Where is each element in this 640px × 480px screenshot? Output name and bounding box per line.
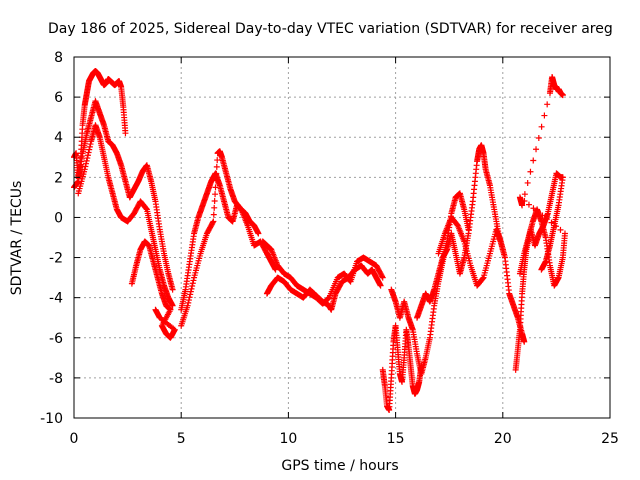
data-point-marker: [538, 266, 545, 273]
series-trace-h: [259, 238, 386, 307]
data-point-marker: [527, 168, 534, 175]
series-trace-d: [128, 238, 178, 341]
plot-frame: [73, 56, 611, 419]
data-point-marker: [255, 230, 262, 237]
data-point-marker: [212, 184, 219, 191]
y-axis-label: SDTVAR / TECUs: [9, 181, 25, 296]
data-point-marker: [83, 160, 90, 167]
data-point-marker: [212, 177, 219, 184]
data-point-marker: [87, 141, 94, 148]
data-point-marker: [82, 163, 89, 170]
data-point-marker: [538, 123, 545, 130]
data-point-marker: [535, 135, 542, 142]
x-tick-label: 20: [494, 431, 512, 447]
data-point-marker: [559, 92, 566, 99]
data-point-marker: [187, 291, 194, 298]
data-point-marker: [188, 285, 195, 292]
data-point-marker: [324, 295, 331, 302]
data-point-marker: [212, 191, 219, 198]
data-point-marker: [539, 212, 546, 219]
data-point-marker: [83, 157, 90, 164]
series-trace-n: [516, 74, 568, 289]
data-point-marker: [169, 286, 176, 293]
data-point-marker: [377, 282, 384, 289]
data-point-marker: [189, 283, 196, 290]
data-point-marker: [214, 157, 221, 164]
data-point-marker: [86, 146, 93, 153]
data-point-marker: [272, 266, 279, 273]
x-tick-label: 5: [177, 431, 186, 447]
y-tick-label: 8: [54, 50, 63, 66]
data-point-marker: [521, 191, 528, 198]
data-point-marker: [525, 201, 532, 208]
data-point-marker: [213, 170, 220, 177]
data-point-marker: [84, 155, 91, 162]
data-point-marker: [557, 226, 564, 233]
x-tick-label: 15: [387, 431, 405, 447]
data-point-marker: [524, 179, 531, 186]
y-tick-label: 4: [54, 130, 63, 146]
y-tick-label: -4: [49, 291, 63, 307]
data-point-marker: [530, 157, 537, 164]
x-axis-label: GPS time / hours: [281, 458, 398, 474]
data-point-marker: [81, 166, 88, 173]
data-point-marker: [530, 205, 537, 212]
data-point-marker: [184, 302, 191, 309]
data-point-marker: [210, 218, 217, 225]
y-tick-label: 6: [54, 90, 63, 106]
axis-ticks: 0 5 10 15 20 25 -10 -8 -6 -4 -2 0 2 4 6 8: [40, 50, 619, 447]
chart-title: Day 186 of 2025, Sidereal Day-to-day VTE…: [48, 21, 613, 37]
data-point-marker: [533, 146, 540, 153]
data-point-marker: [122, 130, 129, 137]
data-point-marker: [561, 230, 568, 237]
y-tick-label: -6: [49, 331, 63, 347]
data-point-marker: [211, 197, 218, 204]
x-tick-label: 10: [279, 431, 297, 447]
x-tick-label: 0: [70, 431, 79, 447]
data-point-marker: [519, 202, 526, 209]
data-point-marker: [346, 277, 353, 284]
x-tick-label: 25: [601, 431, 619, 447]
data-point-marker: [143, 205, 150, 212]
series-trace-j: [388, 190, 472, 377]
data-point-marker: [544, 101, 551, 108]
data-point-marker: [210, 211, 217, 218]
data-point-marker: [209, 219, 216, 226]
data-point-marker: [185, 297, 192, 304]
data-point-marker: [479, 275, 486, 282]
data-point-marker: [185, 299, 192, 306]
data-point-marker: [84, 152, 91, 159]
data-point-marker: [548, 219, 555, 226]
data-point-marker: [543, 216, 550, 223]
data-point-marker: [552, 223, 559, 230]
series-trace-f: [178, 148, 279, 329]
series-trace-b: [71, 98, 176, 293]
data-point-marker: [190, 277, 197, 284]
data-point-marker: [379, 273, 386, 280]
y-tick-label: 2: [54, 170, 63, 186]
data-point-marker: [85, 149, 92, 156]
series-trace-c: [75, 122, 176, 309]
data-point-marker: [169, 302, 176, 309]
y-tick-label: 0: [54, 210, 63, 226]
data-point-marker: [379, 274, 386, 281]
y-tick-label: -2: [49, 251, 63, 267]
data-point-marker: [187, 288, 194, 295]
data-point-marker: [213, 163, 220, 170]
data-point-marker: [186, 294, 193, 301]
data-point-marker: [521, 338, 528, 345]
data-point-marker: [152, 306, 159, 313]
data-point-marker: [541, 112, 548, 119]
y-tick-label: -8: [49, 371, 63, 387]
y-tick-label: -10: [40, 411, 63, 427]
data-points: [71, 68, 568, 413]
data-point-marker: [534, 208, 541, 215]
data-point-marker: [189, 280, 196, 287]
data-point-marker: [86, 143, 93, 150]
data-point-marker: [211, 204, 218, 211]
